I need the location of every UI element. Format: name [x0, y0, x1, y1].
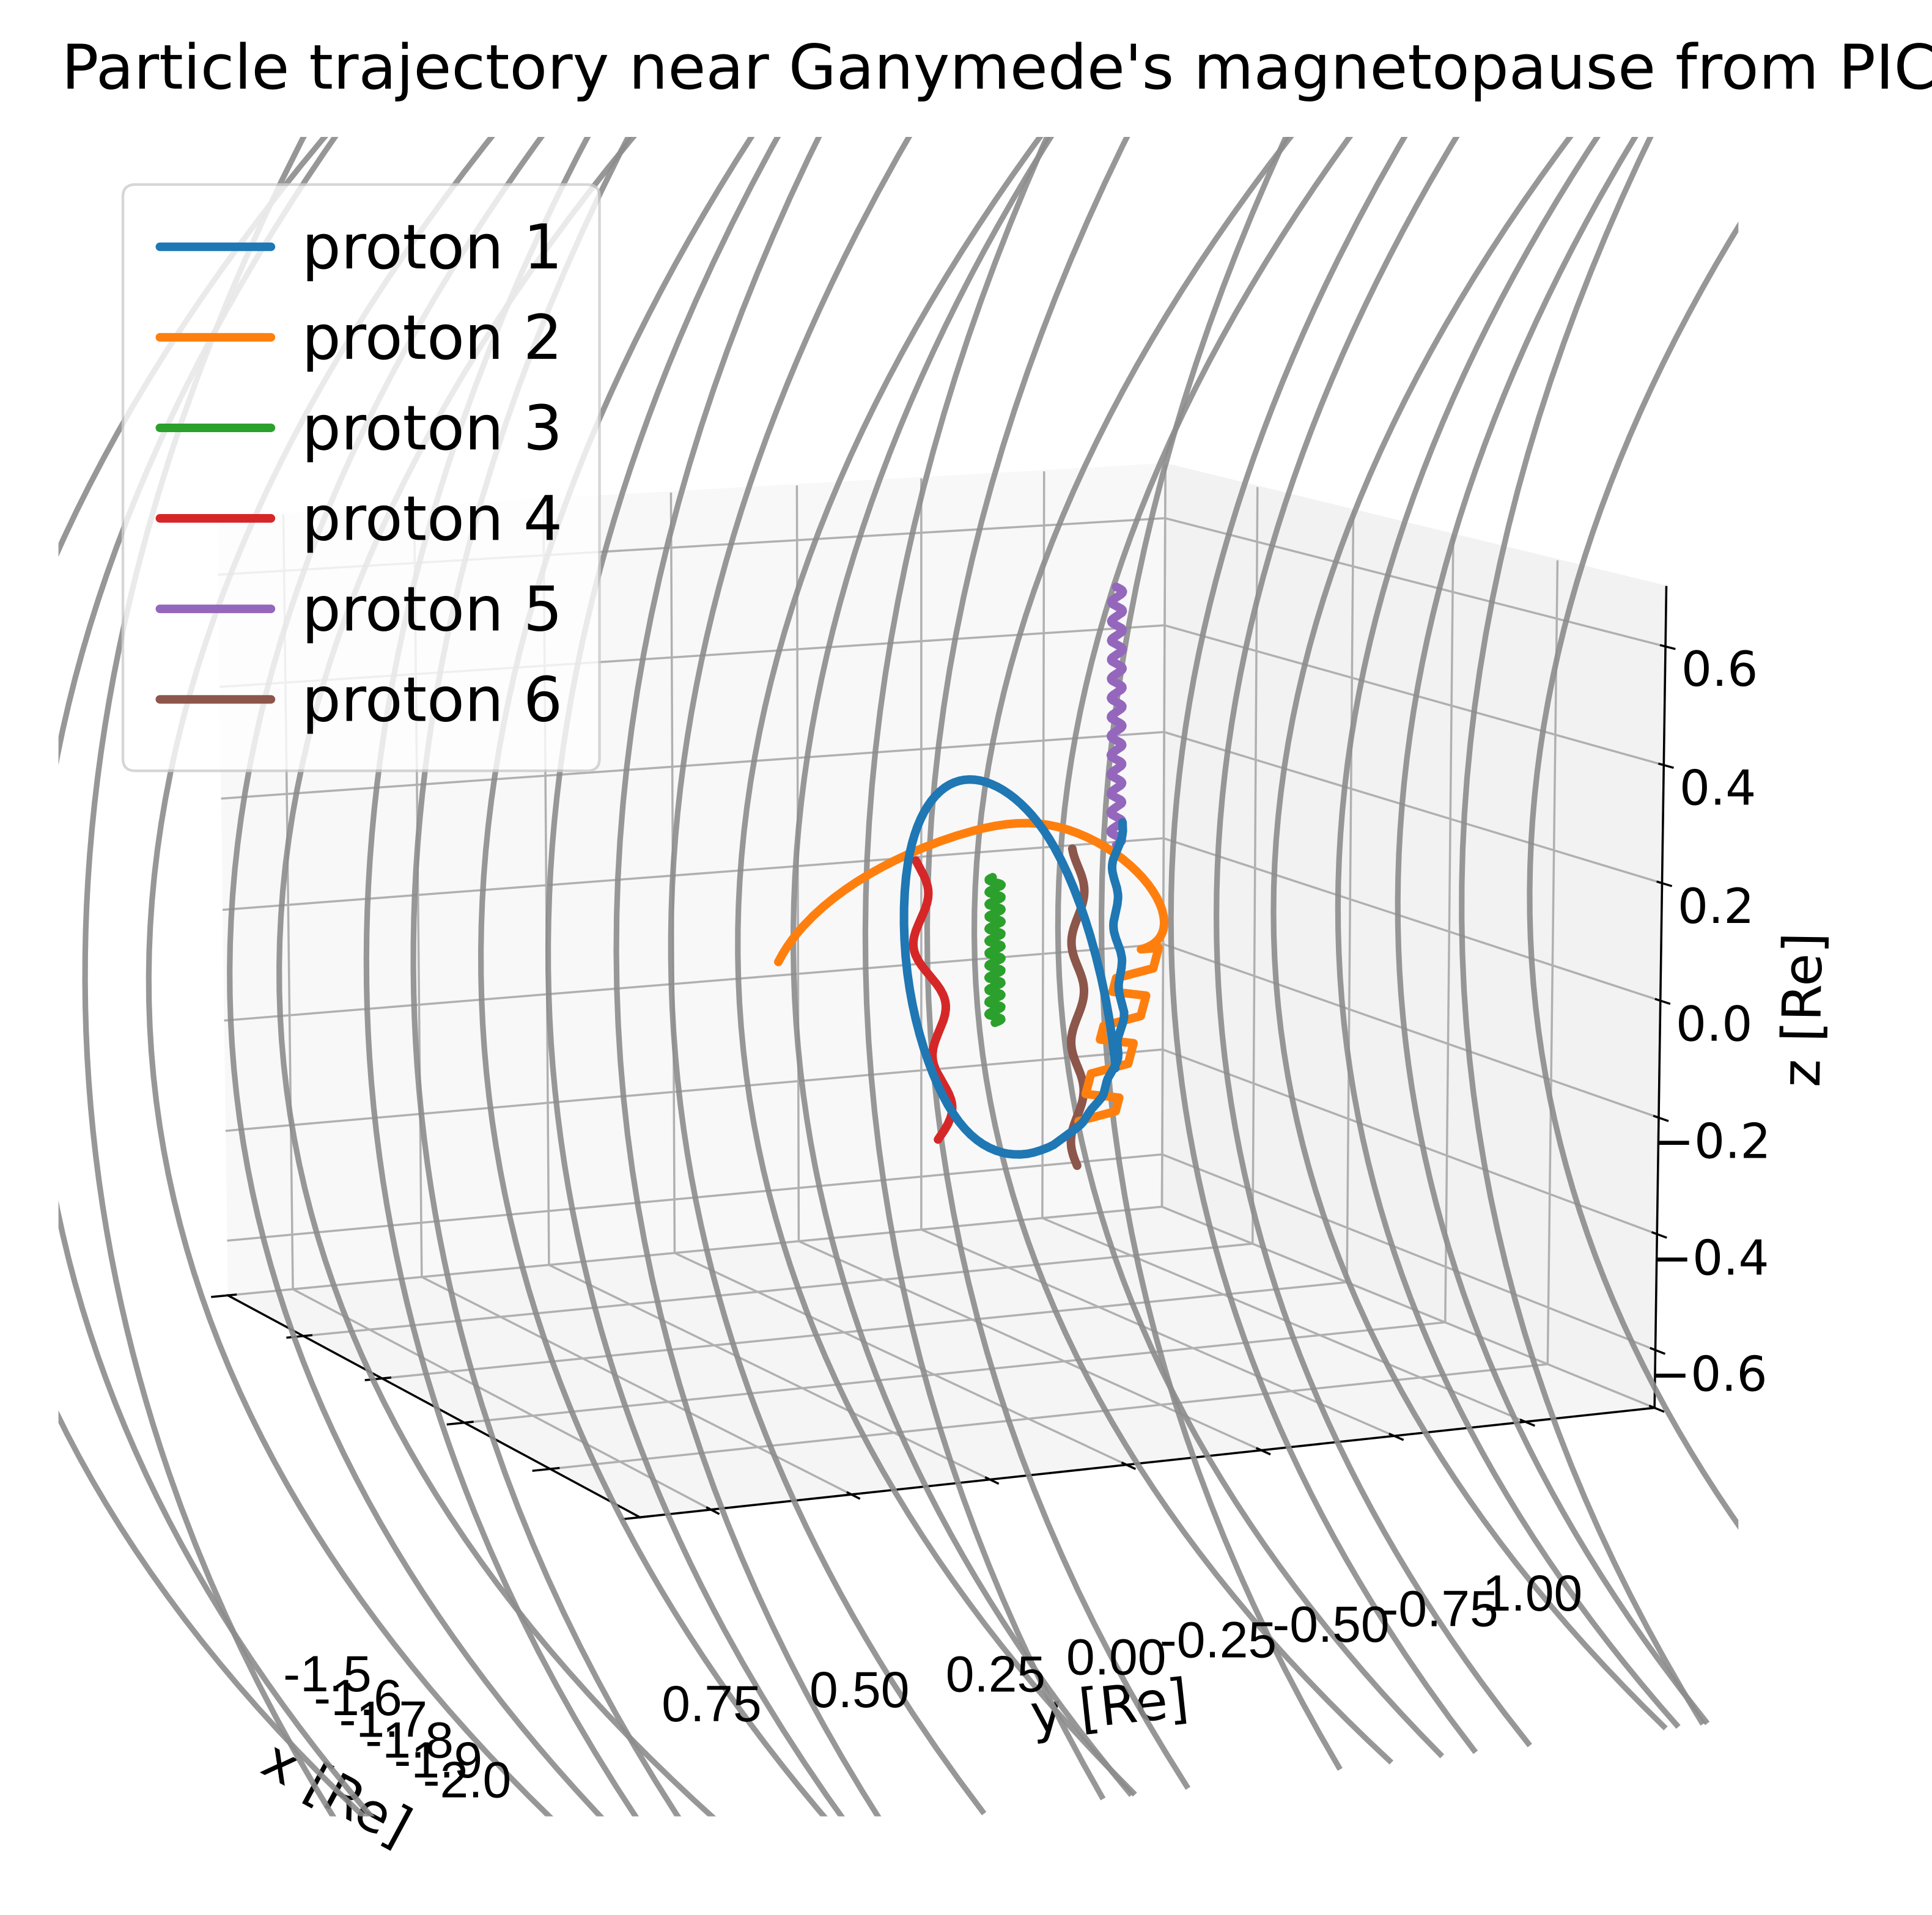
- svg-text:0.00: 0.00: [1066, 1628, 1166, 1686]
- svg-text:0.25: 0.25: [946, 1645, 1045, 1703]
- svg-text:-2.0: -2.0: [423, 1751, 512, 1808]
- svg-text:0.75: 0.75: [662, 1675, 761, 1732]
- svg-text:-0.50: -0.50: [1272, 1595, 1389, 1653]
- svg-text:1.00: 1.00: [1483, 1564, 1582, 1622]
- svg-text:-0.75: -0.75: [1381, 1580, 1498, 1637]
- svg-text:-0.25: -0.25: [1160, 1611, 1277, 1669]
- svg-text:0.50: 0.50: [809, 1661, 909, 1718]
